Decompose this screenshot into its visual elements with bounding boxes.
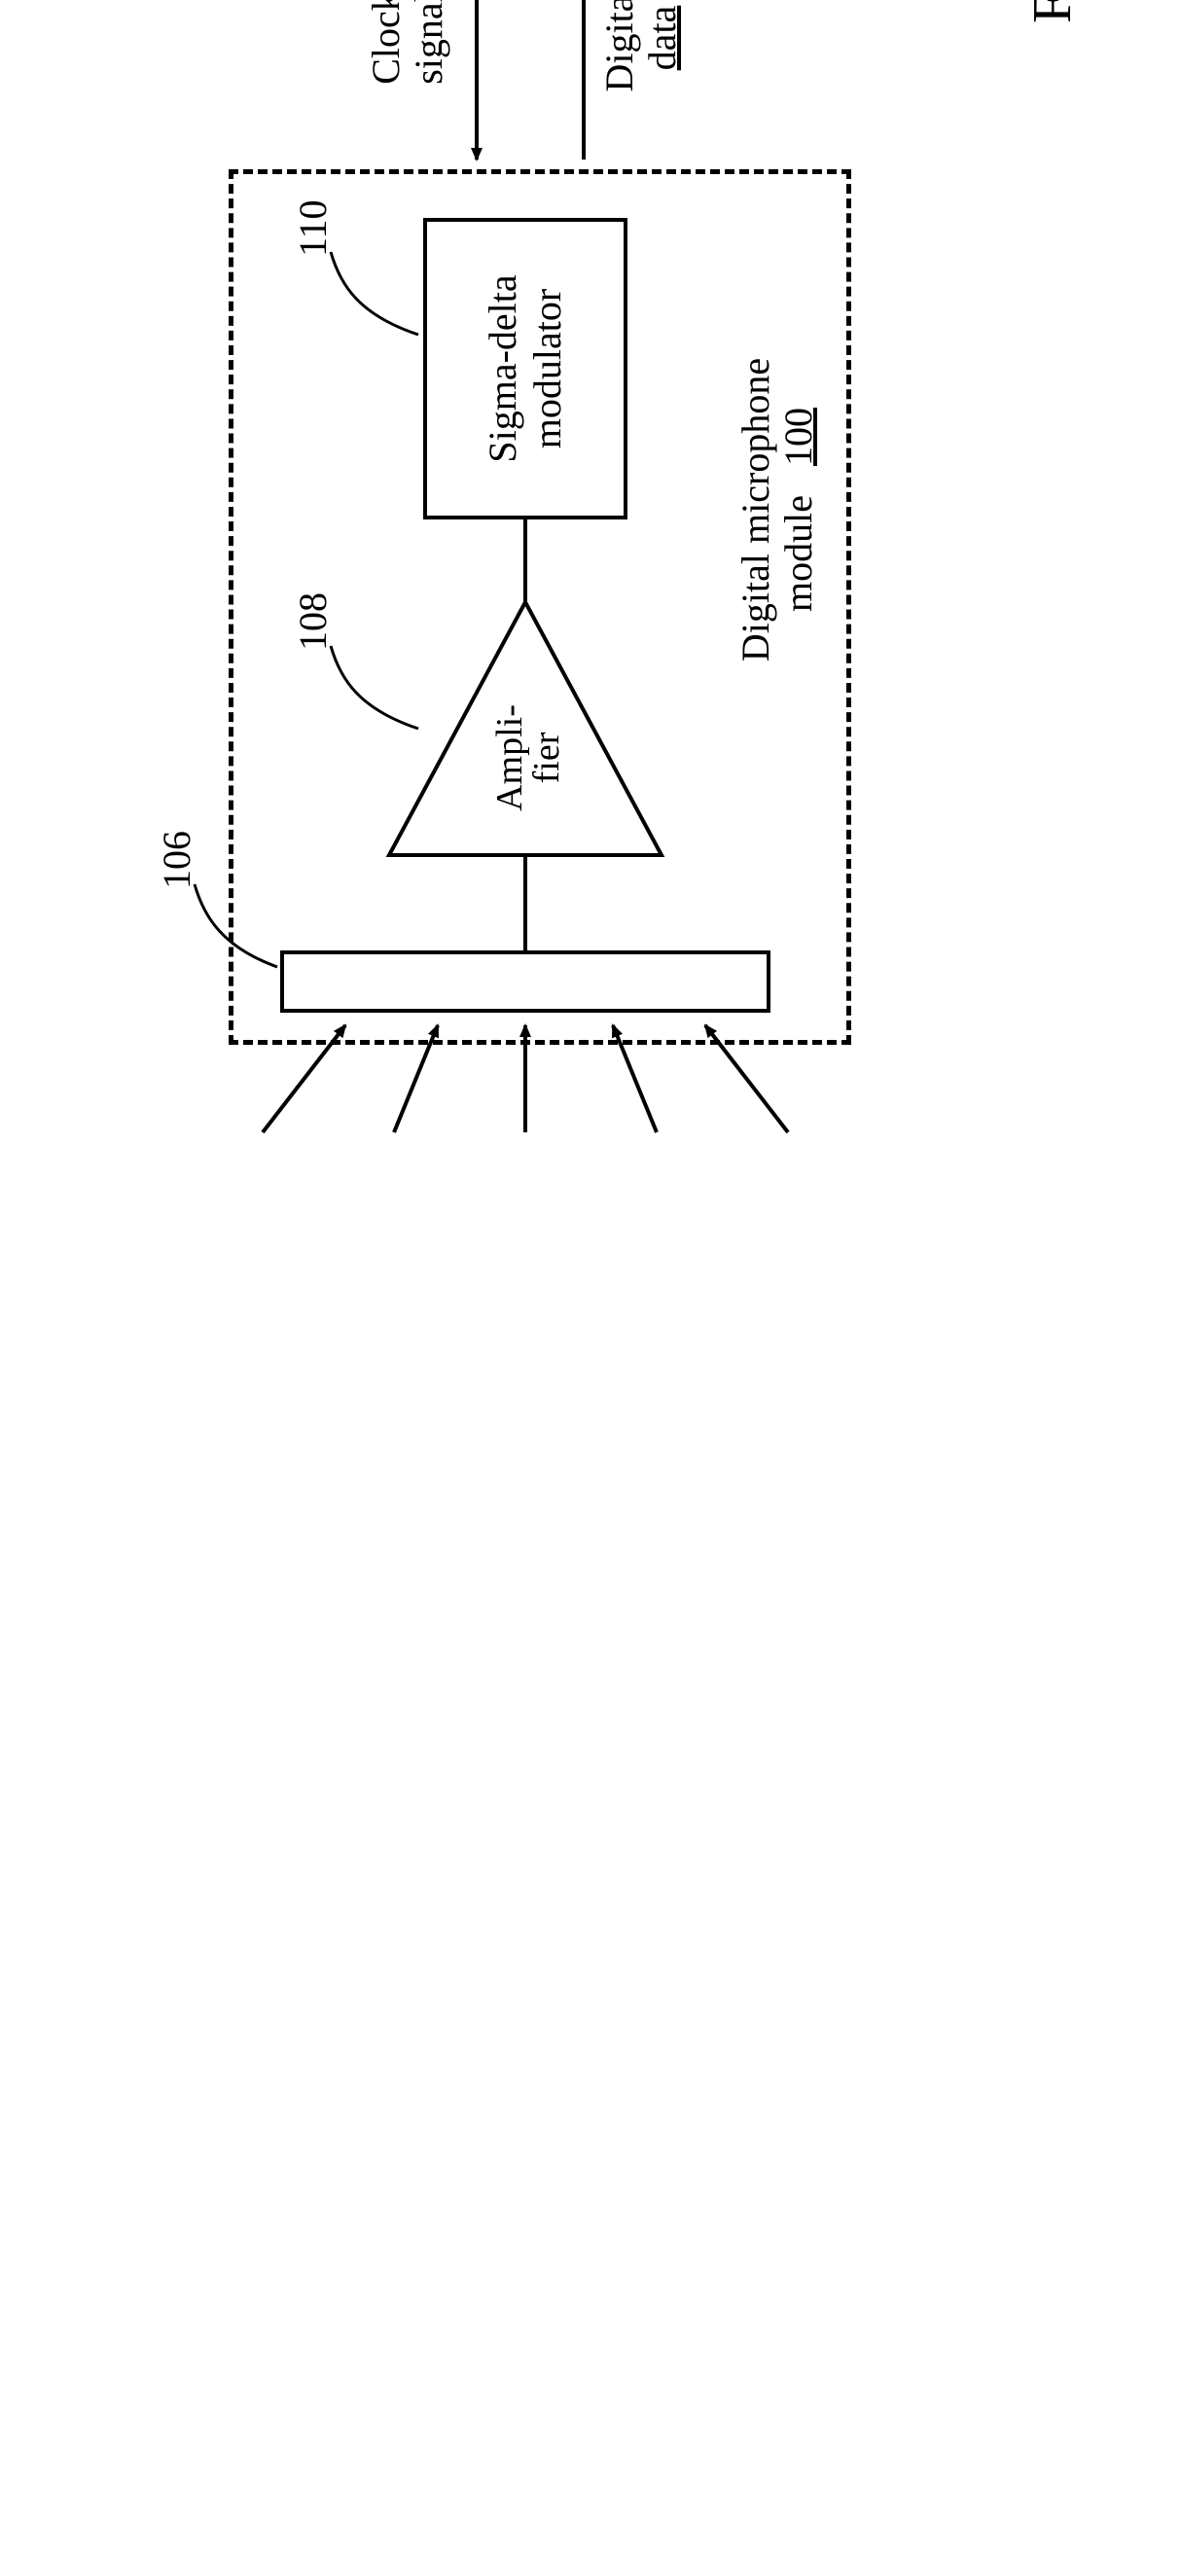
- mic-module-l1: Digital microphone: [734, 358, 777, 662]
- data-l2: data: [640, 6, 684, 71]
- ref-110: 110: [292, 199, 335, 257]
- diagram-wrapper: 106 Ampli- fier 108 Sigma-delta modulato…: [39, 39, 1181, 1142]
- digital-data-label: Digital data: [598, 0, 684, 111]
- modulator-l1: Sigma-delta: [481, 274, 525, 462]
- ref-106: 106: [156, 831, 198, 889]
- modulator-box: Sigma-delta modulator: [423, 218, 627, 519]
- mic-module-l2a: module: [776, 495, 820, 612]
- clock-l2: signal: [407, 0, 450, 85]
- diagram-canvas: 106 Ampli- fier 108 Sigma-delta modulato…: [39, 0, 1142, 1142]
- mic-module-num: 100: [776, 408, 820, 466]
- clock-l1: Clock: [364, 0, 408, 85]
- amp-l2: fier: [526, 733, 567, 784]
- modulator-l2: modulator: [525, 289, 570, 448]
- amp-l1: Ampli-: [489, 704, 530, 811]
- figure-label: FIG. 1: [1021, 0, 1084, 23]
- mic-module-label: Digital microphone module 100: [734, 237, 820, 782]
- amplifier-label: Ampli- fier: [491, 685, 565, 831]
- data-l1: Digital: [597, 0, 641, 92]
- ref-108: 108: [292, 592, 335, 651]
- clock-signal-label: Clock signal: [365, 0, 450, 111]
